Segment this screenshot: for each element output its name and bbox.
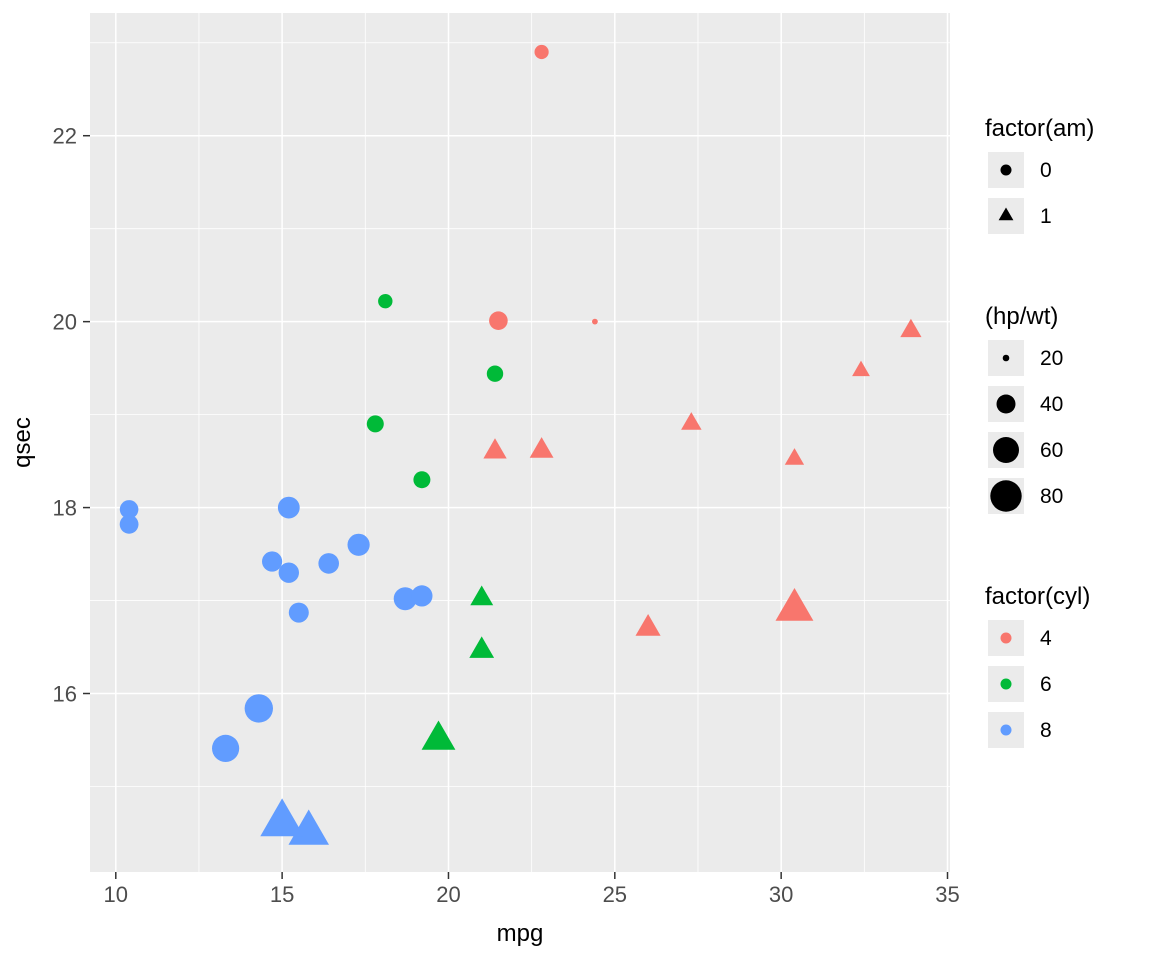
data-point bbox=[212, 734, 240, 763]
x-axis-title: mpg bbox=[497, 920, 544, 947]
data-point bbox=[470, 585, 494, 606]
data-point bbox=[775, 588, 814, 621]
legend-label: 1 bbox=[1040, 205, 1052, 228]
data-point bbox=[262, 551, 283, 572]
data-point bbox=[486, 365, 504, 382]
data-point bbox=[534, 44, 549, 60]
data-point bbox=[366, 415, 384, 433]
legend-label: 8 bbox=[1040, 719, 1052, 742]
data-point bbox=[288, 602, 309, 623]
legend-size-symbol bbox=[990, 480, 1022, 512]
data-point bbox=[411, 585, 433, 607]
legend-title-size: (hp/wt) bbox=[985, 303, 1058, 330]
data-point bbox=[244, 694, 273, 723]
y-tick-label: 22 bbox=[53, 124, 77, 149]
legend-label: 60 bbox=[1040, 439, 1063, 462]
x-tick-label: 10 bbox=[104, 882, 128, 907]
data-point bbox=[347, 533, 370, 556]
legend-label: 20 bbox=[1040, 347, 1063, 370]
legend-label: 0 bbox=[1040, 159, 1052, 182]
x-tick-label: 35 bbox=[935, 882, 959, 907]
data-point bbox=[378, 294, 393, 309]
legend-color-symbol bbox=[1000, 678, 1012, 690]
data-point bbox=[469, 636, 495, 658]
data-point bbox=[784, 448, 805, 465]
legend-title-shape: factor(am) bbox=[985, 115, 1094, 142]
y-tick-label: 18 bbox=[53, 496, 77, 521]
y-tick-label: 20 bbox=[53, 310, 77, 335]
data-point bbox=[119, 514, 139, 534]
x-tick-label: 30 bbox=[769, 882, 793, 907]
legend-triangle-symbol bbox=[998, 207, 1014, 221]
legend-title-color: factor(cyl) bbox=[985, 583, 1090, 610]
data-point bbox=[393, 587, 417, 611]
data-point bbox=[277, 496, 300, 519]
data-point bbox=[278, 562, 299, 583]
data-point bbox=[529, 437, 554, 458]
data-point bbox=[852, 360, 870, 377]
legend-label: 4 bbox=[1040, 627, 1052, 650]
data-point bbox=[413, 471, 431, 489]
legend-label: 80 bbox=[1040, 485, 1063, 508]
data-point bbox=[489, 311, 508, 331]
legend-color-symbol bbox=[1000, 724, 1012, 736]
y-axis-title: qsec bbox=[9, 417, 36, 468]
data-point bbox=[900, 318, 922, 338]
data-point bbox=[119, 500, 139, 519]
x-tick-label: 25 bbox=[603, 882, 627, 907]
plot-panel bbox=[90, 13, 950, 872]
data-point bbox=[483, 438, 507, 459]
data-point bbox=[635, 614, 661, 636]
legend-color-symbol bbox=[1000, 632, 1012, 644]
x-tick-label: 20 bbox=[436, 882, 460, 907]
legend-label: 40 bbox=[1040, 393, 1063, 416]
legend-circle-symbol bbox=[1000, 164, 1012, 176]
data-point bbox=[318, 553, 340, 574]
legend-label: 6 bbox=[1040, 673, 1052, 696]
data-point bbox=[681, 412, 702, 430]
legend-size-symbol bbox=[1002, 354, 1010, 362]
y-tick-label: 16 bbox=[53, 682, 77, 707]
data-point bbox=[260, 798, 304, 837]
data-point bbox=[592, 318, 598, 325]
legend-size-symbol bbox=[996, 394, 1016, 414]
legend-size-symbol bbox=[993, 437, 1019, 463]
data-point bbox=[421, 720, 456, 750]
x-tick-label: 15 bbox=[270, 882, 294, 907]
